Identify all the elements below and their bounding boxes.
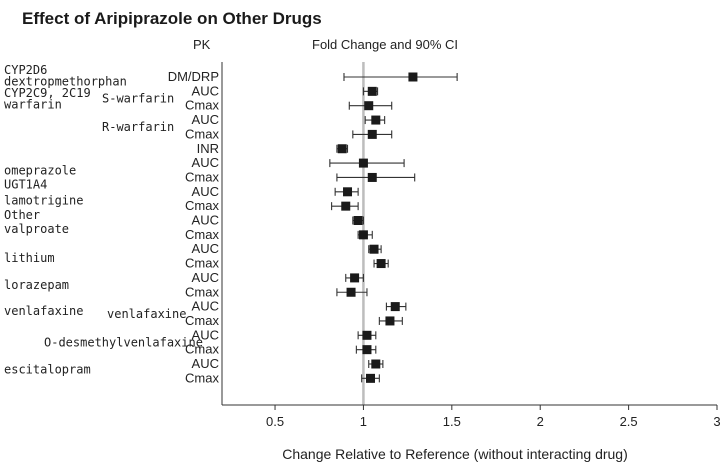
estimate-marker (364, 101, 374, 111)
estimate-marker (390, 302, 400, 312)
plot-area: 0.5 1 1.5 2 2.5 3 CYP2D6dextropmethorphanCYP2C… (4, 62, 721, 429)
pk-label: Cmax (185, 98, 219, 113)
estimate-marker (362, 330, 372, 340)
estimate-marker (385, 316, 395, 326)
drug-label: omeprazole (4, 163, 76, 177)
estimate-marker (367, 172, 377, 182)
sub-drug-label: venlafaxine (107, 307, 186, 321)
pk-label: AUC (192, 83, 219, 98)
estimate-marker (343, 187, 353, 197)
estimate-marker (358, 158, 368, 168)
chart-title: Effect of Aripiprazole on Other Drugs (22, 9, 322, 28)
drug-label: escitalopram (4, 363, 91, 377)
estimate-marker (362, 345, 372, 355)
pk-label: AUC (192, 184, 219, 199)
estimate-marker (346, 287, 356, 297)
x-tick-label: 3 (713, 414, 720, 429)
pk-label: Cmax (185, 284, 219, 299)
pk-label: AUC (192, 112, 219, 127)
pk-label: AUC (192, 270, 219, 285)
estimate-marker (358, 230, 368, 240)
estimate-marker (371, 115, 381, 125)
estimate-marker (350, 273, 360, 283)
drug-label: venlafaxine (4, 304, 83, 318)
pk-label: AUC (192, 155, 219, 170)
pk-label: Cmax (185, 370, 219, 385)
x-tick-label: 1.5 (443, 414, 461, 429)
pk-label: Cmax (185, 256, 219, 271)
x-tick-label: 2.5 (620, 414, 638, 429)
estimate-marker (341, 201, 351, 211)
pk-label: AUC (192, 241, 219, 256)
drug-label: Other (4, 208, 40, 222)
x-tick-label: 2 (537, 414, 544, 429)
estimate-marker (371, 359, 381, 369)
x-tick-label: 0.5 (266, 414, 284, 429)
drug-label: UGT1A4 (4, 178, 47, 192)
ci-header: Fold Change and 90% CI (312, 37, 458, 52)
pk-label: Cmax (185, 198, 219, 213)
estimate-marker (337, 144, 347, 154)
pk-label: Cmax (185, 313, 219, 328)
estimate-marker (366, 373, 375, 383)
sub-drug-label: R-warfarin (102, 120, 174, 134)
estimate-marker (408, 72, 418, 82)
drug-label: warfarin (4, 97, 62, 111)
estimate-marker (369, 244, 379, 254)
x-axis-label: Change Relative to Reference (without in… (282, 446, 628, 462)
drug-label: CYP2D6 (4, 63, 47, 77)
drug-label: CYP2C9, 2C19 (4, 86, 91, 100)
pk-label: AUC (192, 356, 219, 371)
pk-label: AUC (192, 213, 219, 228)
estimate-marker (367, 86, 377, 96)
drug-label: lorazepam (4, 278, 69, 292)
sub-drug-label: O-desmethylvenlafaxine (44, 335, 203, 349)
pk-label: AUC (192, 327, 219, 342)
drug-label: valproate (4, 222, 69, 236)
pk-label: AUC (192, 299, 219, 314)
drug-label: lamotrigine (4, 193, 83, 207)
pk-label: Cmax (185, 342, 219, 357)
pk-label: Cmax (185, 126, 219, 141)
drug-label: dextropmethorphan (4, 74, 127, 88)
estimate-marker (353, 216, 363, 225)
pk-label: INR (197, 141, 219, 156)
drug-label: lithium (4, 251, 55, 265)
x-tick-label: 1 (360, 414, 367, 429)
estimate-marker (367, 129, 377, 139)
pk-label: DM/DRP (168, 69, 219, 84)
pk-header: PK (193, 37, 211, 52)
estimate-marker (376, 259, 386, 269)
pk-label: Cmax (185, 227, 219, 242)
sub-drug-label: S-warfarin (102, 92, 174, 106)
pk-label: Cmax (185, 169, 219, 184)
